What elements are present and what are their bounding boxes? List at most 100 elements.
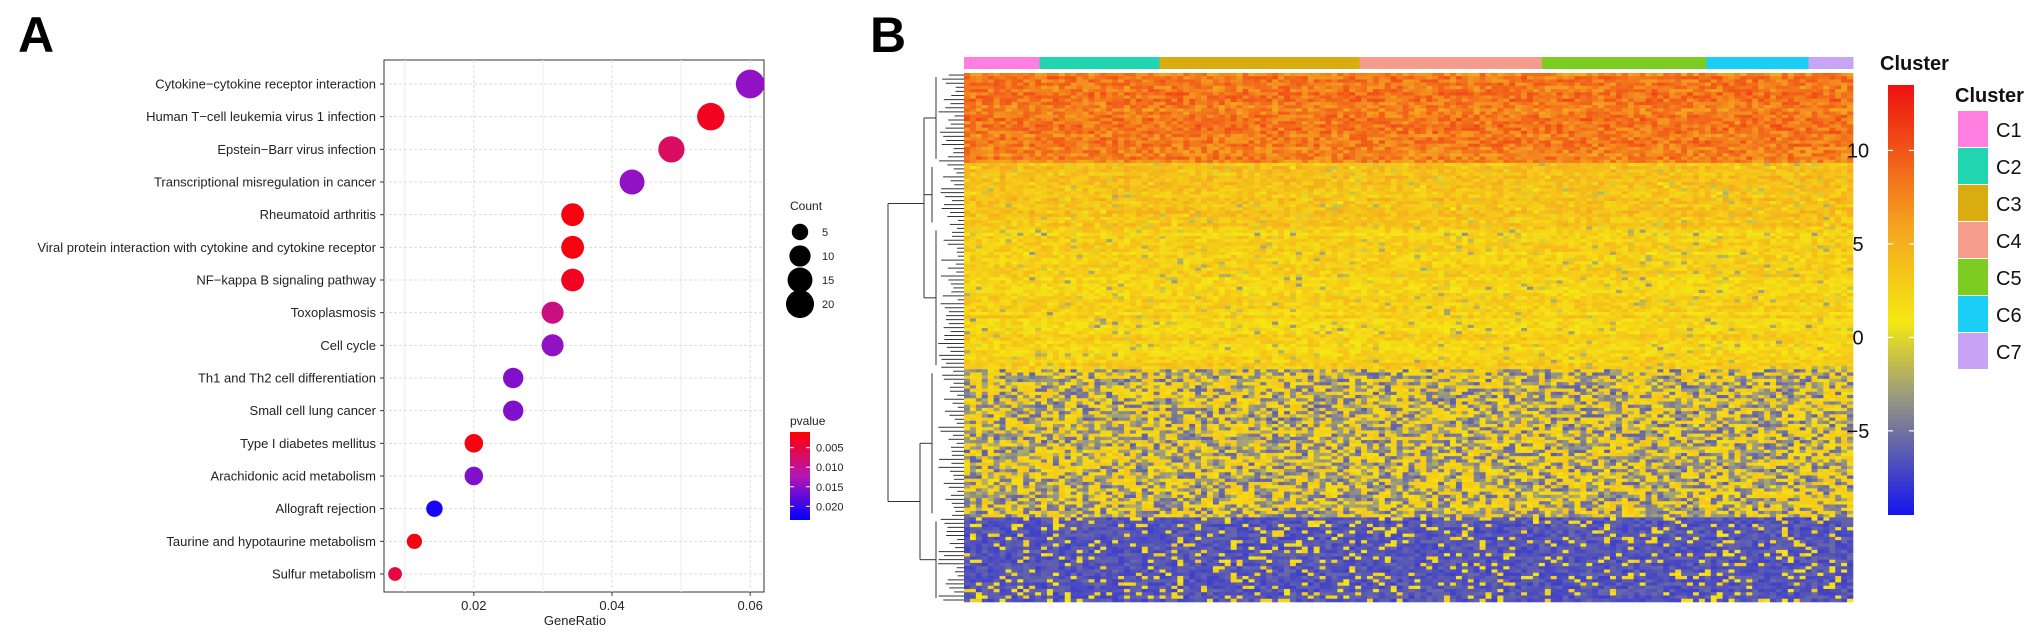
heatmap-cell [1183,147,1189,151]
heatmap-cell [1794,150,1800,154]
pvalue-legend-label: 0.020 [816,501,844,513]
heatmap-cell [1260,79,1266,83]
heatmap-cell [988,95,994,99]
heatmap-cell [1539,76,1545,80]
heatmap-cell [1166,92,1172,96]
heatmap-cell [1326,115,1332,119]
heatmap-cell [1758,121,1764,125]
heatmap-cell [1669,89,1675,93]
heatmap-cell [1166,137,1172,141]
heatmap-cell [1812,92,1818,96]
heatmap-cell [1130,172,1136,175]
heatmap-cell [1574,112,1580,116]
heatmap-cell [1515,140,1521,144]
heatmap-cell [1663,76,1669,80]
heatmap-cell [1669,76,1675,80]
heatmap-cell [1432,163,1438,166]
heatmap-cell [1314,169,1320,172]
heatmap-cell [1385,169,1391,172]
heatmap-cell [1130,124,1136,128]
heatmap-cell [1201,105,1207,109]
heatmap-cell [1201,140,1207,144]
heatmap-cell [1326,131,1332,135]
heatmap-cell [1551,112,1557,116]
heatmap-cell [1260,137,1266,141]
heatmap-cell [1183,83,1189,87]
heatmap-cell [1355,73,1361,77]
heatmap-cell [1207,76,1213,80]
cluster-annotation-bar [964,57,1854,69]
heatmap-cell [1011,99,1017,103]
heatmap-cell [1023,73,1029,77]
heatmap-cell [1669,124,1675,128]
heatmap-cell [1136,105,1142,109]
heatmap-cell [1385,140,1391,144]
heatmap-cell [1557,99,1563,103]
heatmap-cell [1011,147,1017,151]
heatmap-cell [988,128,994,132]
heatmap-cell [1574,73,1580,77]
heatmap-cell [1486,92,1492,96]
heatmap-cell [1284,131,1290,135]
heatmap-cell [1628,157,1634,161]
heatmap-cell [1527,86,1533,90]
heatmap-cell [1106,108,1112,112]
heatmap-cell [1391,89,1397,93]
heatmap-cell [1337,83,1343,87]
heatmap-cell [1711,112,1717,116]
heatmap-cell [1693,76,1699,80]
heatmap-cell [1734,124,1740,128]
heatmap-cell [1717,108,1723,112]
heatmap-cell [1248,134,1254,138]
heatmap-cell [1254,147,1260,151]
heatmap-cell [1207,169,1213,172]
heatmap-cell [1729,160,1735,164]
heatmap-cell [1166,172,1172,175]
heatmap-cell [1414,121,1420,125]
heatmap-cell [1675,121,1681,125]
pvalue-legend-label: 0.010 [816,462,844,474]
heatmap-cell [1729,76,1735,80]
heatmap-cell [1503,147,1509,151]
heatmap-cell [1106,112,1112,116]
heatmap-cell [1391,115,1397,119]
heatmap-cell [1634,147,1640,151]
heatmap-cell [1077,99,1083,103]
heatmap-cell [1432,137,1438,141]
heatmap-cell [1320,131,1326,135]
heatmap-cell [1284,144,1290,148]
heatmap-cell [1628,76,1634,80]
heatmap-cell [1634,102,1640,106]
heatmap-cell [1580,140,1586,144]
heatmap-cell [1083,169,1089,172]
heatmap-cell [1397,83,1403,87]
heatmap-cell [1088,166,1094,169]
heatmap-cell [1640,144,1646,148]
heatmap-cell [1527,105,1533,109]
heatmap-cell [1823,73,1829,77]
heatmap-cell [1326,76,1332,80]
heatmap-cell [1687,157,1693,161]
heatmap-cell [1088,73,1094,77]
heatmap-cell [1266,76,1272,80]
heatmap-cell [1248,95,1254,99]
heatmap-cell [1509,166,1515,169]
heatmap-cell [1604,79,1610,83]
heatmap-cell [1788,99,1794,103]
heatmap-cell [1717,102,1723,106]
heatmap-cell [1409,131,1415,135]
heatmap-cell [1539,92,1545,96]
heatmap-cell [1118,137,1124,141]
heatmap-cell [1361,124,1367,128]
heatmap-cell [1302,163,1308,166]
heatmap-cell [1023,128,1029,132]
heatmap-cell [1503,92,1509,96]
heatmap-cell [1634,83,1640,87]
heatmap-cell [1497,124,1503,128]
heatmap-cell [1367,105,1373,109]
heatmap-cell [1426,134,1432,138]
heatmap-cell [1592,157,1598,161]
heatmap-cell [1112,73,1118,77]
heatmap-cell [1782,147,1788,151]
heatmap-cell [1717,79,1723,83]
